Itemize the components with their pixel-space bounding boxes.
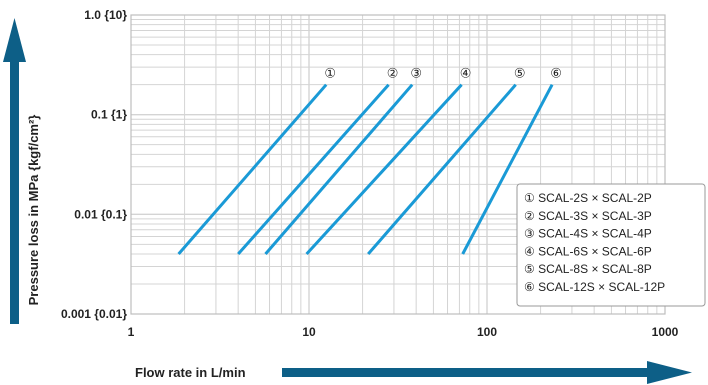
series-line-1 [177,83,328,255]
series-line-5 [367,83,517,255]
y-tick-label: 0.01 {0.1} [74,207,127,221]
legend-item-2: ② SCAL-3S × SCAL-3P [524,209,652,223]
x-tick-label: 10 [302,325,316,339]
legend: ① SCAL-2S × SCAL-2P ② SCAL-3S × SCAL-3P ③ … [516,183,706,307]
series-marker-2: ② [387,66,399,81]
series-marker-4: ④ [460,66,472,81]
x-tick-label: 100 [477,325,497,339]
y-tick-label: 0.1 {1} [91,108,127,122]
plot-frame [130,14,666,315]
series-marker-1: ① [324,66,336,81]
legend-item-1: ① SCAL-2S × SCAL-2P [524,191,652,205]
x-tick-label: 1 [128,325,135,339]
y-tick-label: 1.0 {10} [84,8,127,22]
series-line-3 [264,83,414,255]
legend-item-5: ⑤ SCAL-8S × SCAL-8P [524,262,652,276]
x-axis-arrow [282,361,692,384]
series-line-2 [237,83,390,255]
series-marker-5: ⑤ [514,66,526,81]
y-tick-label: 0.001 {0.01} [61,307,127,321]
series-marker-6: ⑥ [550,66,562,81]
legend-item-6: ⑥ SCAL-12S × SCAL-12P [524,280,665,294]
legend-item-3: ③ SCAL-4S × SCAL-4P [524,227,652,241]
legend-item-4: ④ SCAL-6S × SCAL-6P [524,244,652,258]
series-marker-3: ③ [410,66,422,81]
y-axis-title: Pressure loss in MPa {kgf/cm²} [26,115,41,306]
series-line-6 [461,83,554,255]
y-axis-arrow [3,18,26,324]
series-lines [177,83,554,256]
x-tick-labels: 1 10 100 1000 [128,325,679,339]
legend-box [516,183,706,307]
x-axis-title: Flow rate in L/min [135,365,246,380]
series-line-4 [305,83,463,256]
x-tick-label: 1000 [652,325,679,339]
y-tick-labels: 1.0 {10} 0.1 {1} 0.01 {0.1} 0.001 {0.01} [61,8,127,321]
